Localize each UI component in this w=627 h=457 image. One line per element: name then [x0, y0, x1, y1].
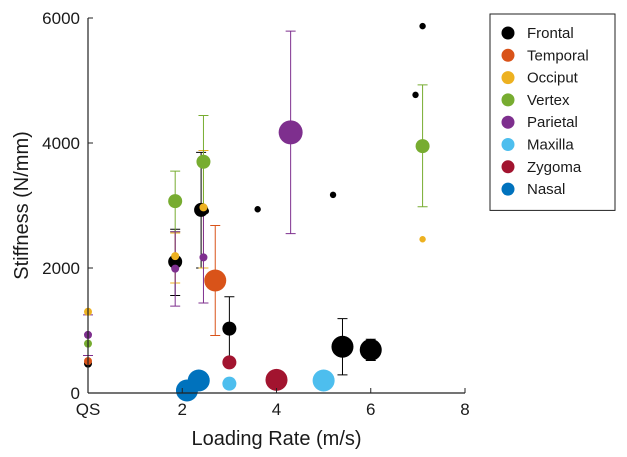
data-points [84, 22, 430, 402]
data-point-frontal [359, 338, 382, 361]
data-point-frontal [254, 206, 261, 213]
legend-entry: Parietal [501, 114, 578, 131]
y-tick-label: 6000 [42, 9, 80, 28]
legend-marker [501, 26, 515, 40]
legend-entry: Temporal [501, 47, 589, 64]
legend-marker [501, 160, 515, 174]
data-point-occiput [419, 236, 426, 243]
legend-marker [501, 93, 515, 107]
data-point-maxilla [312, 369, 335, 392]
legend-entry: Vertex [501, 92, 570, 109]
legend-marker [501, 115, 515, 129]
y-tick-label: 0 [71, 384, 80, 403]
legend-entry: Maxilla [501, 137, 574, 154]
data-point-vertex [196, 154, 211, 169]
legend-label: Parietal [527, 114, 578, 131]
y-tick-label: 4000 [42, 134, 80, 153]
legend-entry: Zygoma [501, 159, 582, 176]
legend-label: Nasal [527, 181, 565, 198]
error-bars [83, 30, 428, 376]
x-tick-label: 2 [178, 400, 187, 419]
x-tick-label: QS [76, 400, 101, 419]
data-point-nasal [187, 369, 210, 392]
data-point-frontal [168, 254, 183, 269]
data-point-zygoma [222, 355, 237, 370]
x-axis-label: Loading Rate (m/s) [191, 428, 361, 450]
legend-label: Temporal [527, 47, 589, 64]
legend-entry: Nasal [501, 181, 565, 198]
data-point-frontal [419, 22, 426, 30]
legend: Frontal Temporal Occiput Vertex Parietal Maxi… [489, 13, 616, 211]
legend-label: Frontal [527, 25, 574, 42]
legend-entry: Occiput [501, 70, 579, 87]
data-point-zygoma [265, 368, 288, 391]
y-tick-label: 2000 [42, 259, 80, 278]
legend-entry: Frontal [501, 25, 574, 42]
legend-label: Occiput [527, 70, 579, 87]
data-point-parietal [278, 120, 303, 145]
legend-marker [501, 182, 515, 196]
data-point-occiput [199, 203, 208, 212]
data-point-parietal [199, 253, 208, 262]
data-point-temporal [204, 269, 227, 292]
data-point-parietal [171, 264, 180, 273]
x-tick-label: 6 [366, 400, 375, 419]
y-axis-label: Stiffness (N/mm) [11, 131, 33, 280]
data-point-maxilla [222, 376, 237, 391]
legend-label: Maxilla [527, 137, 574, 154]
data-point-vertex [415, 139, 430, 154]
legend-marker [501, 138, 515, 151]
legend-marker [501, 48, 515, 62]
x-tick-label: 8 [460, 400, 469, 419]
data-point-vertex [168, 194, 183, 209]
axes: QS 2 4 6 8 0 2000 4000 6000 [42, 9, 470, 419]
data-point-frontal [329, 191, 337, 199]
data-point-frontal [412, 91, 419, 99]
legend-box [489, 13, 616, 211]
legend-label: Zygoma [527, 159, 582, 176]
data-point-frontal [222, 321, 237, 336]
data-point-frontal [331, 335, 354, 358]
legend-label: Vertex [527, 92, 570, 109]
data-point-occiput [171, 252, 180, 261]
x-tick-label: 4 [272, 400, 281, 419]
legend-marker [501, 71, 515, 85]
